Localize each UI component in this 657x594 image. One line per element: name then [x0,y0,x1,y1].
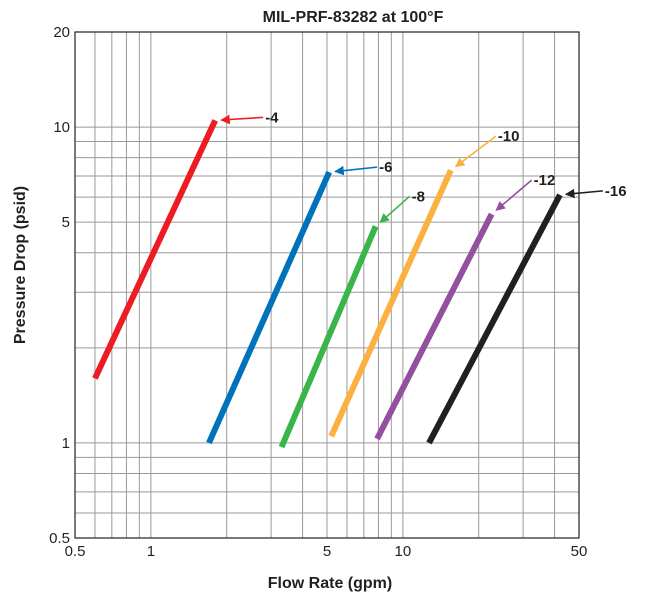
series-label-arrow [379,195,411,224]
series-line [374,212,495,441]
series-line [278,225,379,449]
y-tick-label: 5 [62,214,70,231]
series-label: -12 [534,172,556,189]
chart-title: MIL-PRF-83282 at 100°F [263,9,444,26]
series-line [426,193,563,445]
y-tick-label: 0.5 [49,530,70,547]
series-label-arrow [454,135,497,168]
series-line [92,119,218,380]
grid-lines [75,32,579,538]
y-axis-label: Pressure Drop (psid) [12,186,29,344]
x-axis-label: Flow Rate (gpm) [268,575,392,592]
x-tick-label: 50 [571,543,588,560]
series-label: -8 [412,188,425,205]
series-line [206,170,332,445]
series-labels: -4 -6 -8 -10 -12 -16 [220,109,627,224]
plot-frame [74,31,580,539]
series-label: -4 [265,109,279,126]
y-tick-label: 1 [62,435,70,452]
x-tick-label: 10 [395,543,412,560]
series-label-arrow [334,165,378,176]
x-tick-labels: 0.5 1 5 10 50 [65,543,588,560]
x-tick-label: 0.5 [65,543,86,560]
series-lines [92,119,563,449]
series-label: -10 [498,128,520,145]
series-label-arrow [564,188,603,199]
x-tick-label: 1 [147,543,155,560]
series-label-arrow [495,179,533,211]
y-tick-labels: 0.5 1 5 10 20 [49,24,70,547]
y-tick-label: 10 [53,119,70,136]
series-label: -16 [605,183,627,200]
series-line [328,169,454,438]
x-tick-label: 5 [323,543,331,560]
series-label-arrow [220,114,264,125]
y-tick-label: 20 [53,24,70,41]
series-label: -6 [379,159,392,176]
